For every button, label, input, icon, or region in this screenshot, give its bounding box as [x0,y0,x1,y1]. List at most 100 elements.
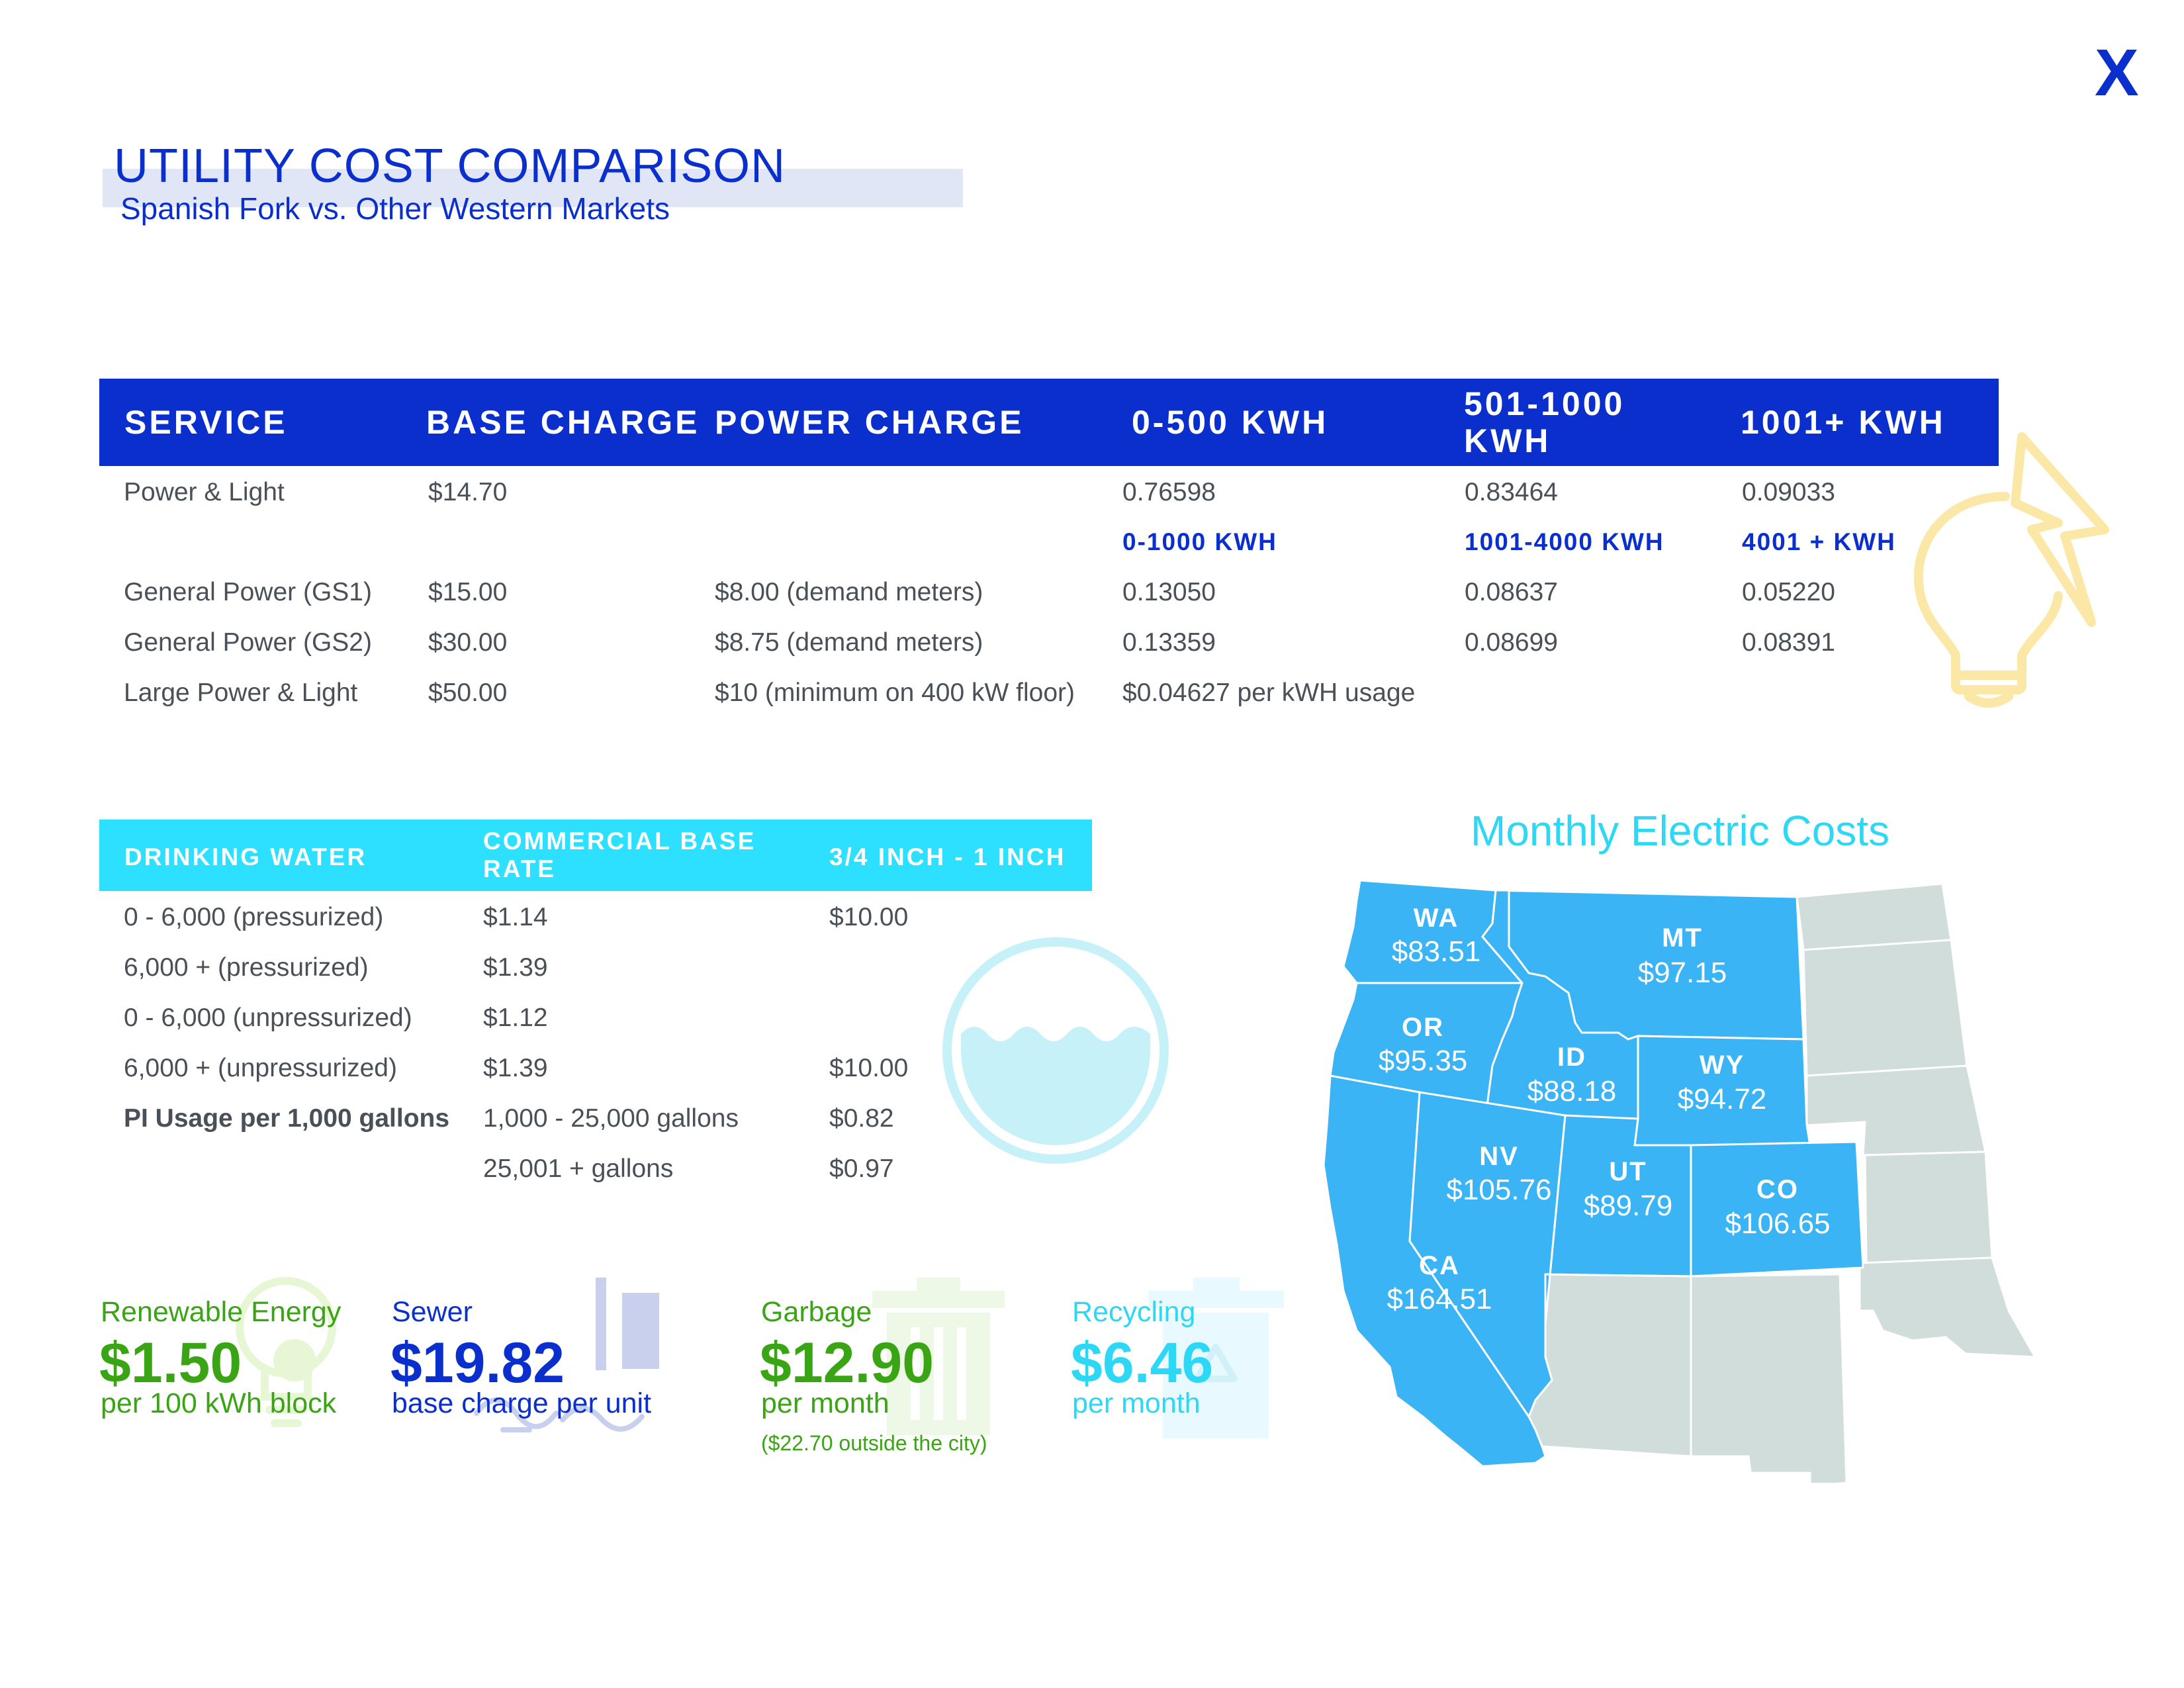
map-label-wy-cost: $94.72 [1678,1083,1767,1115]
row-size: $0.82 [829,1104,894,1133]
map-label-id-code: ID [1557,1043,1586,1072]
sewer-pipe-icon [474,1278,659,1432]
header-tier-2: 501-1000 KWH [1464,385,1625,459]
stat-note: per 100 kWh block [101,1387,337,1419]
map-label-wa-code: WA [1414,904,1459,933]
map-state-co [1690,1141,1864,1278]
row-tier-1: 0.76598 [1122,478,1216,506]
row-tier-1: 0.13359 [1122,628,1216,657]
map-label-or-code: OR [1402,1013,1444,1042]
map-label-nv-cost: $105.76 [1446,1174,1551,1206]
map-label-id-cost: $88.18 [1527,1075,1617,1107]
page-subtitle: Spanish Fork vs. Other Western Markets [120,191,670,226]
stat-note: per month [1072,1387,1201,1419]
row-tier-1: $0.04627 per kWH usage [1122,679,1416,707]
stat-note-outside-city: ($22.70 outside the city) [761,1431,987,1455]
row-power-charge: $8.00 (demand meters) [715,578,983,606]
row-label: 0 - 6,000 (pressurized) [124,903,384,931]
row-size: $10.00 [829,1054,909,1082]
subheader-tier-2: 1001-4000 KWH [1465,528,1664,555]
power-table-header: SERVICE BASE CHARGE POWER CHARGE 0-500 K… [99,379,1999,466]
row-power-charge: $8.75 (demand meters) [715,628,983,657]
row-label: PI Usage per 1,000 gallons [124,1104,450,1133]
map-label-ca-code: CA [1419,1251,1460,1280]
map-label-ut-cost: $89.79 [1584,1190,1673,1222]
map-label-ca-cost: $164.51 [1387,1283,1492,1315]
stat-label: Recycling [1072,1296,1196,1328]
other-states [1527,882,2037,1483]
row-base-charge: $14.70 [428,478,508,506]
map-state-ca [1322,1074,1547,1468]
map-state-ok [1858,1256,2037,1358]
header-tier-3: 1001+ KWH [1741,404,1946,441]
map-title: Monthly Electric Costs [1471,807,1890,855]
stat-value: $19.82 [390,1331,565,1395]
row-base-charge: $15.00 [428,578,508,606]
map-label-co-code: CO [1756,1175,1799,1204]
row-tier-1: 0.13050 [1122,578,1216,606]
brand-logo: X [2095,36,2139,110]
stat-note: base charge per unit [392,1387,652,1419]
map-state-ks [1864,1150,1993,1264]
row-label: 6,000 + (pressurized) [124,953,369,982]
stat-value: $12.90 [760,1331,934,1395]
row-power-charge: $10 (minimum on 400 kW floor) [715,679,1075,707]
lightbulb-icon [1913,432,2109,708]
water-icon [942,937,1169,1164]
row-rate: 1,000 - 25,000 gallons [483,1104,739,1133]
map-label-mt-code: MT [1662,923,1703,953]
header-drinking-water: DRINKING WATER [124,843,367,870]
row-tier-3: 0.08391 [1742,628,1835,657]
map-label-nv-code: NV [1479,1142,1519,1171]
row-base-charge: $30.00 [428,628,508,657]
map-label-wa-cost: $83.51 [1392,935,1481,968]
stat-label: Renewable Energy [101,1296,341,1328]
header-commercial-base-rate: COMMERCIAL BASE RATE [483,827,756,882]
row-label: 6,000 + (unpressurized) [124,1054,397,1082]
map-state-az [1527,1273,1692,1458]
map-state-nd [1796,882,1952,951]
row-rate: $1.39 [483,953,548,982]
water-table-header: DRINKING WATER COMMERCIAL BASE RATE 3/4 … [99,820,1092,891]
page-title: UTILITY COST COMPARISON [114,140,786,193]
row-tier-3: 0.05220 [1742,578,1835,606]
row-rate: $1.39 [483,1054,548,1082]
row-service: General Power (GS1) [124,578,372,606]
recycling-bin-icon [1148,1278,1284,1438]
highlighted-states [1322,879,1864,1468]
map-label-mt-cost: $97.15 [1638,957,1727,989]
row-size: $10.00 [829,903,909,931]
row-label: 0 - 6,000 (unpressurized) [124,1004,412,1032]
map-label-ut-code: UT [1609,1157,1647,1186]
stat-label: Garbage [761,1296,872,1328]
subheader-tier-1: 0-1000 KWH [1122,528,1277,555]
renewable-bulb-icon [236,1277,336,1427]
stat-value: $1.50 [99,1331,242,1395]
header-pipe-size: 3/4 INCH - 1 INCH [829,843,1066,870]
map-state-nm [1690,1273,1848,1483]
row-size: $0.97 [829,1154,894,1183]
map-label-wy-code: WY [1700,1051,1745,1080]
western-us-map: WA $83.51 MT $97.15 OR $95.35 ID $88.18 … [1322,879,2037,1483]
row-tier-2: 0.08699 [1465,628,1558,657]
subheader-tier-3: 4001 + KWH [1742,528,1896,555]
row-tier-2: 0.08637 [1465,578,1558,606]
row-service: Large Power & Light [124,679,358,707]
header-service: SERVICE [124,404,288,441]
stat-value: $6.46 [1071,1331,1214,1395]
row-rate: $1.14 [483,903,548,931]
garbage-can-icon [872,1278,1005,1435]
row-service: Power & Light [124,478,285,506]
map-label-or-cost: $95.35 [1379,1045,1468,1077]
row-tier-2: 0.83464 [1465,478,1558,506]
row-rate: $1.12 [483,1004,548,1032]
row-base-charge: $50.00 [428,679,508,707]
header-base-charge: BASE CHARGE [426,404,700,441]
header-power-charge: POWER CHARGE [715,404,1024,441]
map-label-co-cost: $106.65 [1725,1207,1830,1240]
header-tier-1: 0-500 KWH [1132,404,1329,441]
row-service: General Power (GS2) [124,628,372,657]
stat-note: per month [761,1387,889,1419]
stat-label: Sewer [392,1296,473,1328]
row-rate: 25,001 + gallons [483,1154,674,1183]
